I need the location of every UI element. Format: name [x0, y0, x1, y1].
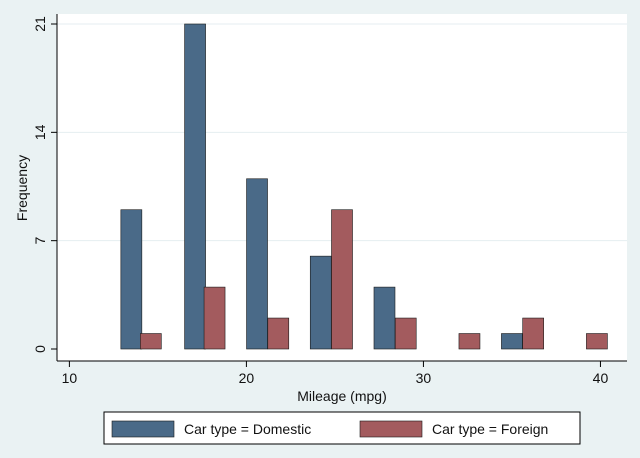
bar-domestic — [184, 23, 206, 350]
x-tick-label: 10 — [62, 370, 78, 386]
bar-foreign — [394, 317, 417, 350]
bar-domestic — [501, 333, 523, 350]
x-tick-label: 30 — [416, 370, 432, 386]
axes — [56, 14, 627, 362]
bar-domestic — [120, 209, 143, 350]
x-ticks: 10 20 30 40 — [62, 361, 609, 386]
bar-foreign — [458, 333, 481, 350]
x-tick-label: 40 — [593, 370, 609, 386]
x-tick-label: 20 — [239, 370, 255, 386]
y-tick-label: 7 — [32, 237, 48, 245]
x-axis-title: Mileage (mpg) — [297, 388, 386, 404]
bar-foreign — [586, 333, 608, 350]
bar-domestic — [246, 178, 268, 350]
bar-foreign — [203, 286, 226, 350]
y-tick-label: 21 — [32, 16, 48, 32]
bar-foreign — [140, 333, 162, 350]
bar-domestic — [309, 255, 332, 350]
bar-domestic — [373, 286, 396, 350]
legend-swatch-foreign — [359, 420, 423, 438]
bar-foreign — [522, 317, 544, 350]
legend-box — [103, 411, 581, 445]
y-ticks: 0 7 14 21 — [32, 16, 57, 353]
y-tick-label: 14 — [32, 124, 48, 140]
legend: Car type = Domestic Car type = Foreign — [103, 411, 581, 445]
bars — [120, 23, 608, 350]
bar-foreign — [267, 317, 290, 350]
legend-label-domestic: Car type = Domestic — [184, 421, 311, 437]
bar-foreign — [331, 209, 353, 350]
legend-swatch-domestic — [111, 420, 175, 438]
y-tick-label: 0 — [32, 345, 48, 353]
legend-label-foreign: Car type = Foreign — [432, 421, 548, 437]
y-axis-title: Frequency — [14, 155, 30, 221]
